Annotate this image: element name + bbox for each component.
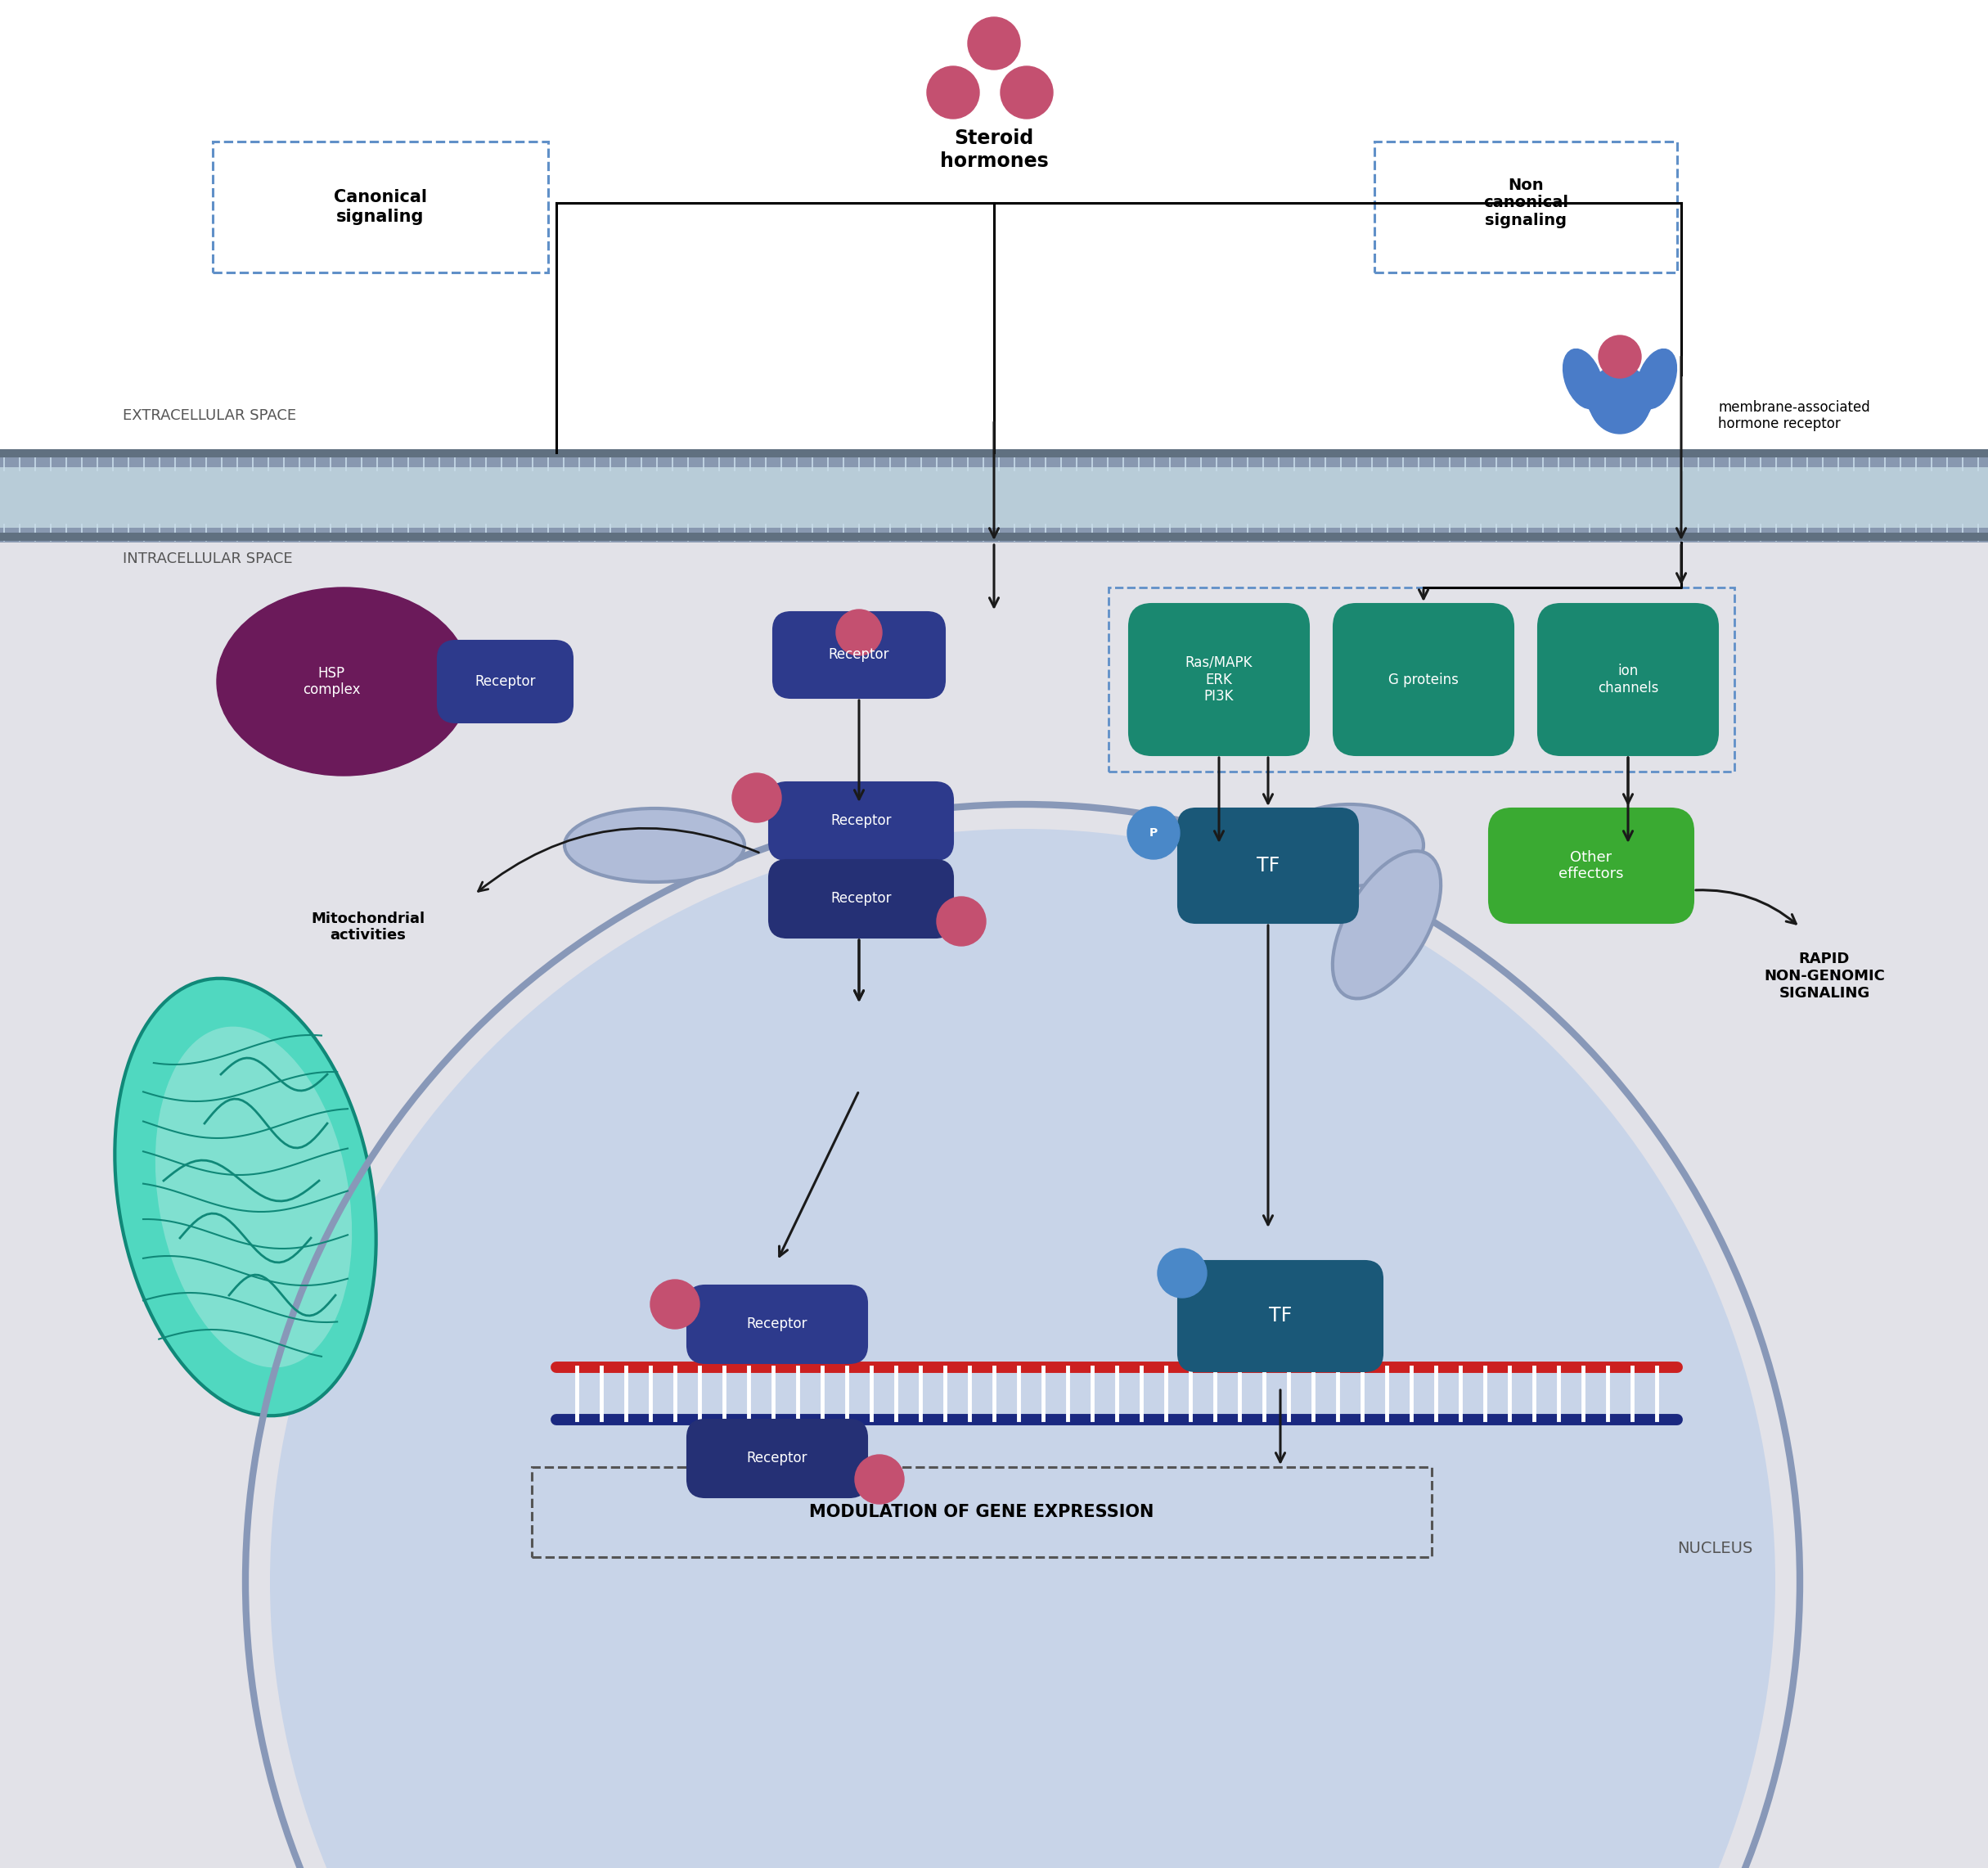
FancyBboxPatch shape	[1179, 809, 1358, 923]
Text: Steroid
hormones: Steroid hormones	[940, 129, 1048, 172]
Text: TF: TF	[1268, 1306, 1292, 1326]
Ellipse shape	[270, 829, 1775, 1868]
Text: HSP
complex: HSP complex	[302, 665, 360, 697]
Ellipse shape	[1636, 349, 1676, 409]
Text: membrane-associated
hormone receptor: membrane-associated hormone receptor	[1718, 400, 1871, 432]
Polygon shape	[1586, 394, 1654, 430]
Bar	[213, 142, 549, 273]
Bar	[0, 532, 1988, 542]
Text: NUCLEUS: NUCLEUS	[1678, 1541, 1753, 1556]
FancyBboxPatch shape	[1489, 809, 1694, 923]
Ellipse shape	[1276, 805, 1423, 885]
Ellipse shape	[115, 979, 376, 1416]
Ellipse shape	[968, 17, 1020, 69]
Text: TF: TF	[1256, 856, 1280, 876]
Ellipse shape	[1598, 336, 1642, 377]
FancyBboxPatch shape	[1129, 603, 1308, 755]
Ellipse shape	[155, 1027, 352, 1367]
Text: Receptor: Receptor	[831, 813, 893, 828]
Bar	[0, 0, 1988, 452]
FancyBboxPatch shape	[769, 859, 952, 938]
FancyBboxPatch shape	[1334, 603, 1513, 755]
Text: Receptor: Receptor	[831, 891, 893, 906]
Ellipse shape	[1127, 807, 1179, 859]
Bar	[0, 448, 1988, 458]
Text: Non
canonical
signaling: Non canonical signaling	[1483, 177, 1569, 228]
Text: ion
channels: ion channels	[1598, 663, 1658, 695]
Text: Receptor: Receptor	[747, 1317, 807, 1332]
Text: Receptor: Receptor	[475, 674, 537, 689]
Text: EXTRACELLULAR SPACE: EXTRACELLULAR SPACE	[123, 409, 296, 422]
FancyBboxPatch shape	[1179, 1261, 1382, 1371]
Ellipse shape	[1000, 65, 1054, 120]
Bar	[531, 1466, 1431, 1558]
Ellipse shape	[855, 1455, 905, 1504]
Ellipse shape	[1563, 349, 1602, 409]
Text: Canonical
signaling: Canonical signaling	[334, 189, 427, 224]
Bar	[1109, 587, 1734, 771]
Text: RAPID
NON-GENOMIC
SIGNALING: RAPID NON-GENOMIC SIGNALING	[1763, 953, 1885, 1001]
Bar	[0, 467, 1988, 529]
Text: Mitochondrial
activities: Mitochondrial activities	[312, 912, 425, 943]
Bar	[0, 452, 1988, 1868]
Text: Ras/MAPK
ERK
PI3K: Ras/MAPK ERK PI3K	[1185, 656, 1252, 704]
Ellipse shape	[936, 897, 986, 945]
Ellipse shape	[837, 609, 883, 656]
Text: MODULATION OF GENE EXPRESSION: MODULATION OF GENE EXPRESSION	[809, 1504, 1155, 1521]
FancyBboxPatch shape	[688, 1420, 867, 1498]
Bar	[1374, 142, 1678, 273]
Ellipse shape	[1157, 1248, 1207, 1298]
Ellipse shape	[926, 65, 980, 120]
Text: G proteins: G proteins	[1388, 672, 1459, 687]
Text: Receptor: Receptor	[747, 1451, 807, 1465]
Ellipse shape	[650, 1280, 700, 1328]
Text: Other
effectors: Other effectors	[1559, 850, 1624, 882]
FancyBboxPatch shape	[437, 641, 573, 723]
Ellipse shape	[217, 587, 471, 775]
Text: Receptor: Receptor	[829, 646, 889, 661]
Ellipse shape	[1588, 364, 1650, 433]
FancyBboxPatch shape	[688, 1285, 867, 1364]
FancyBboxPatch shape	[1539, 603, 1718, 755]
FancyBboxPatch shape	[769, 783, 952, 859]
Text: INTRACELLULAR SPACE: INTRACELLULAR SPACE	[123, 551, 292, 566]
Text: P: P	[1179, 1267, 1187, 1280]
Ellipse shape	[565, 809, 744, 882]
Ellipse shape	[732, 773, 781, 822]
Bar	[0, 452, 1988, 542]
Ellipse shape	[1332, 852, 1441, 999]
FancyBboxPatch shape	[773, 613, 944, 699]
Text: P: P	[1149, 828, 1157, 839]
